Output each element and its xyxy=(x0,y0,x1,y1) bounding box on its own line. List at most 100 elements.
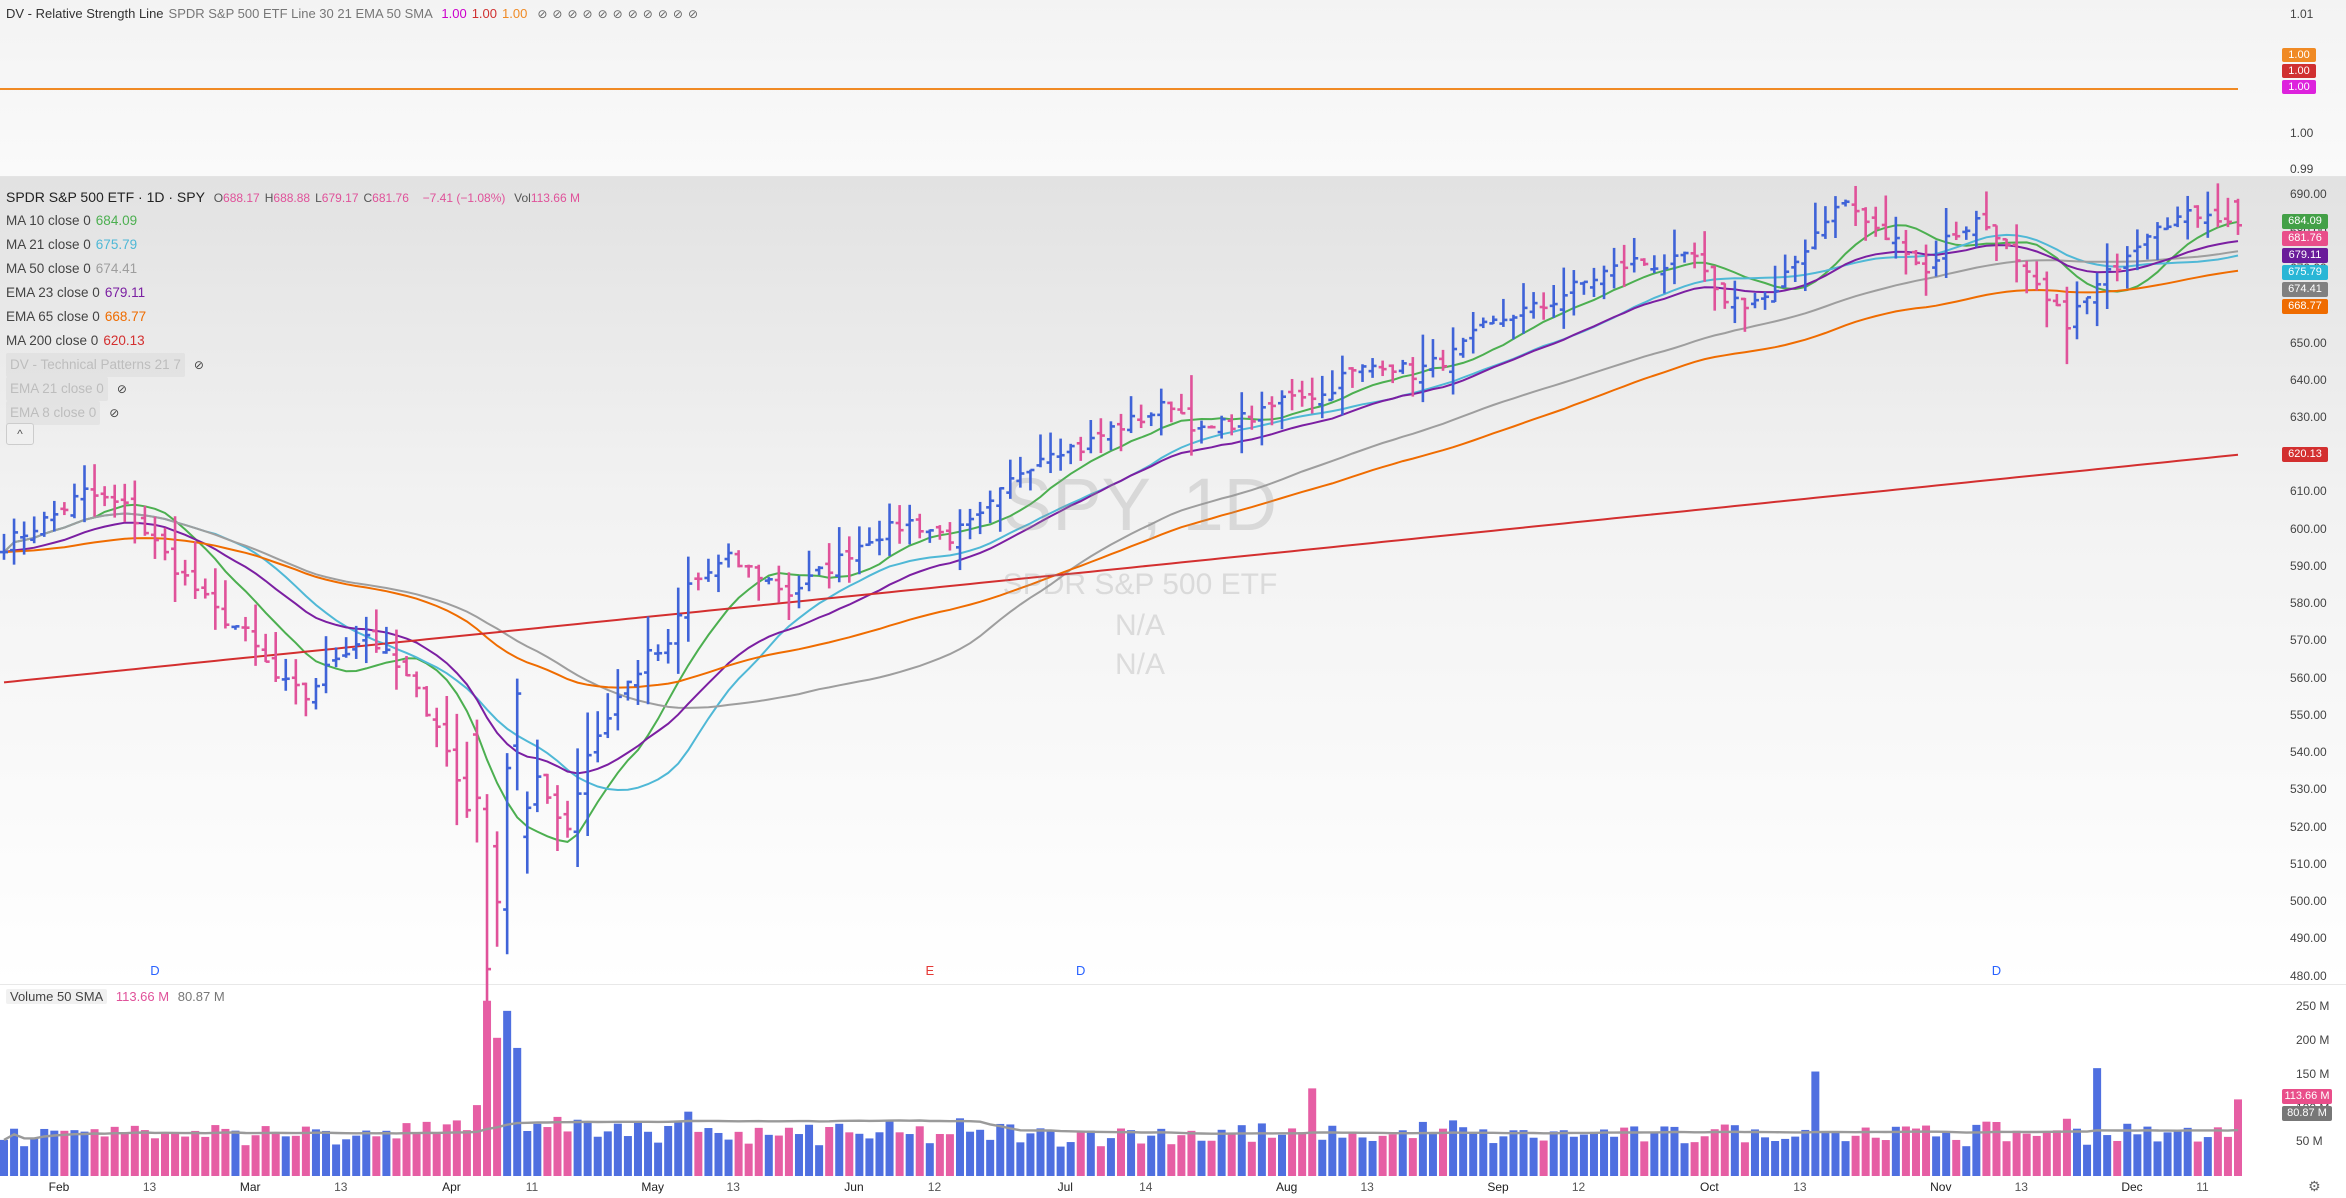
indicator-value: 668.77 xyxy=(104,309,147,324)
indicator-value: 679.11 xyxy=(104,285,146,300)
indicator-value: 620.13 xyxy=(103,333,145,348)
price-tag: 681.76 xyxy=(2282,231,2328,246)
price-axis-label: 600.00 xyxy=(2290,521,2327,536)
indicator-name: MA 200 close 0 xyxy=(6,333,99,348)
time-axis-label: Feb xyxy=(48,1180,70,1194)
volume-tag: 113.66 M xyxy=(2282,1089,2332,1104)
time-axis-label: 11 xyxy=(2196,1180,2209,1194)
indicator-row[interactable]: MA 200 close 0 620.13 xyxy=(6,329,585,353)
price-axis-label: 540.00 xyxy=(2290,745,2327,760)
indicator-row[interactable]: EMA 23 close 0 679.11 xyxy=(6,281,585,305)
time-axis-label: Aug xyxy=(1276,1180,1298,1194)
circle-slash-icon[interactable]: ⊘ xyxy=(672,7,683,21)
volume-axis-label: 150 M xyxy=(2296,1066,2330,1081)
volume-value-1: 113.66 M xyxy=(115,989,170,1004)
volume-pane[interactable]: Volume 50 SMA 113.66 M 80.87 M xyxy=(0,984,2346,1177)
ohlc-value-l: 679.17 xyxy=(321,191,359,205)
vol-value: 113.66 M xyxy=(530,191,580,205)
circle-slash-icon[interactable]: ⊘ xyxy=(567,7,578,21)
circle-slash-icon[interactable]: ⊘ xyxy=(537,7,548,21)
volume-title[interactable]: Volume 50 SMA xyxy=(6,989,108,1004)
circle-slash-icon[interactable]: ⊘ xyxy=(552,7,563,21)
rs-axis-label: 0.99 xyxy=(2290,162,2314,176)
price-axis-label: 580.00 xyxy=(2290,596,2327,611)
time-axis-label: Sep xyxy=(1487,1180,1509,1194)
circle-slash-icon[interactable]: ⊘ xyxy=(642,7,653,21)
indicator-name: EMA 8 close 0 xyxy=(6,401,101,425)
settings-gear-icon[interactable]: ⚙ xyxy=(2308,1178,2321,1194)
time-axis-label: 13 xyxy=(2014,1180,2028,1194)
price-axis-label: 650.00 xyxy=(2290,335,2327,350)
circle-slash-icon[interactable]: ⊘ xyxy=(657,7,668,21)
price-axis-label: 530.00 xyxy=(2290,782,2327,797)
ohlc-value-o: 688.17 xyxy=(223,191,260,205)
rs-value-2: 1.00 xyxy=(502,6,528,21)
vol-label: Vol xyxy=(514,191,531,205)
circle-slash-icon[interactable]: ⊘ xyxy=(627,7,638,21)
price-tag: 675.79 xyxy=(2282,265,2328,280)
volume-axis-label: 50 M xyxy=(2296,1134,2323,1149)
price-axis-label: 520.00 xyxy=(2290,819,2327,834)
indicator-row[interactable]: EMA 65 close 0 668.77 xyxy=(6,305,585,329)
price-tag: 620.13 xyxy=(2282,446,2328,462)
ohlc-value-c: 681.76 xyxy=(372,191,409,205)
ohlc-key-l: L xyxy=(315,191,322,205)
circle-slash-icon[interactable]: ⊘ xyxy=(597,7,608,21)
circle-slash-icon[interactable]: ⊘ xyxy=(687,7,699,21)
price-axis-label: 640.00 xyxy=(2290,372,2327,387)
indicator-row[interactable]: MA 10 close 0 684.09 xyxy=(6,209,585,233)
indicator-name: EMA 21 close 0 xyxy=(6,377,108,401)
indicator-row[interactable]: MA 50 close 0 674.41 xyxy=(6,257,585,281)
price-tag: 679.11 xyxy=(2282,248,2328,263)
eye-hidden-icon[interactable]: ⊘ xyxy=(193,358,204,372)
indicator-name: EMA 23 close 0 xyxy=(6,285,100,300)
rs-value-1: 1.00 xyxy=(471,6,498,21)
indicator-row[interactable]: EMA 8 close 0 ⊘ xyxy=(6,401,585,425)
symbol-line[interactable]: SPDR S&P 500 ETF · 1D · SPY xyxy=(6,189,205,205)
volume-legend: Volume 50 SMA 113.66 M 80.87 M xyxy=(6,989,230,1004)
eye-hidden-icon[interactable]: ⊘ xyxy=(116,382,127,396)
time-axis-label: 13 xyxy=(726,1180,740,1194)
price-legend: SPDR S&P 500 ETF · 1D · SPY O688.17 H688.… xyxy=(6,185,585,425)
rs-title[interactable]: DV - Relative Strength Line xyxy=(6,6,164,21)
price-tag: 684.09 xyxy=(2282,214,2328,229)
indicator-row[interactable]: DV - Technical Patterns 21 7 ⊘ xyxy=(6,353,585,377)
ohlc-key-h: H xyxy=(264,191,274,205)
rs-params: SPDR S&P 500 ETF Line 30 21 EMA 50 SMA xyxy=(168,6,433,21)
ohlc-key-o: O xyxy=(213,191,224,205)
price-tag: 668.77 xyxy=(2282,299,2328,314)
time-axis[interactable] xyxy=(0,1176,2346,1198)
time-axis-label: Apr xyxy=(442,1180,461,1194)
indicator-name: EMA 65 close 0 xyxy=(6,309,100,324)
time-axis-label: Nov xyxy=(1930,1180,1952,1194)
eye-hidden-icon[interactable]: ⊘ xyxy=(109,406,120,420)
indicator-row[interactable]: MA 21 close 0 675.79 xyxy=(6,233,585,257)
price-pane[interactable]: SPDR S&P 500 ETF · 1D · SPY O688.17 H688.… xyxy=(0,176,2346,985)
collapse-legend-button[interactable]: ^ xyxy=(6,423,34,445)
time-axis-label: 12 xyxy=(927,1180,942,1194)
indicator-name: MA 21 close 0 xyxy=(6,237,91,252)
time-axis-label: 13 xyxy=(142,1180,157,1194)
time-axis-label: Mar xyxy=(239,1180,261,1194)
price-axis-label: 480.00 xyxy=(2290,968,2327,983)
volume-value-2: 80.87 M xyxy=(177,989,225,1004)
price-axis-label: 590.00 xyxy=(2290,558,2327,573)
time-axis-label: 12 xyxy=(1571,1180,1586,1194)
indicator-name: MA 50 close 0 xyxy=(6,261,91,276)
time-axis-label: 13 xyxy=(1360,1180,1374,1194)
circle-slash-icon[interactable]: ⊘ xyxy=(612,7,623,21)
indicator-value: 675.79 xyxy=(95,237,138,252)
indicator-row[interactable]: EMA 21 close 0 ⊘ xyxy=(6,377,585,401)
price-axis-label: 500.00 xyxy=(2290,894,2327,909)
circle-slash-icon[interactable]: ⊘ xyxy=(582,7,593,21)
price-axis-label: 510.00 xyxy=(2290,856,2327,871)
rs-axis-label: 1.00 xyxy=(2290,126,2314,140)
ohlc-value-h: 688.88 xyxy=(273,191,311,205)
time-axis-label: 13 xyxy=(1793,1180,1807,1194)
time-axis-label: Dec xyxy=(2121,1180,2143,1194)
price-axis-label: 570.00 xyxy=(2290,633,2327,648)
price-axis-label: 630.00 xyxy=(2290,410,2327,425)
relative-strength-pane: DV - Relative Strength Line SPDR S&P 500 … xyxy=(0,0,2346,176)
time-axis-label: 13 xyxy=(334,1180,348,1194)
rs-axis-label: 1.01 xyxy=(2290,7,2314,21)
